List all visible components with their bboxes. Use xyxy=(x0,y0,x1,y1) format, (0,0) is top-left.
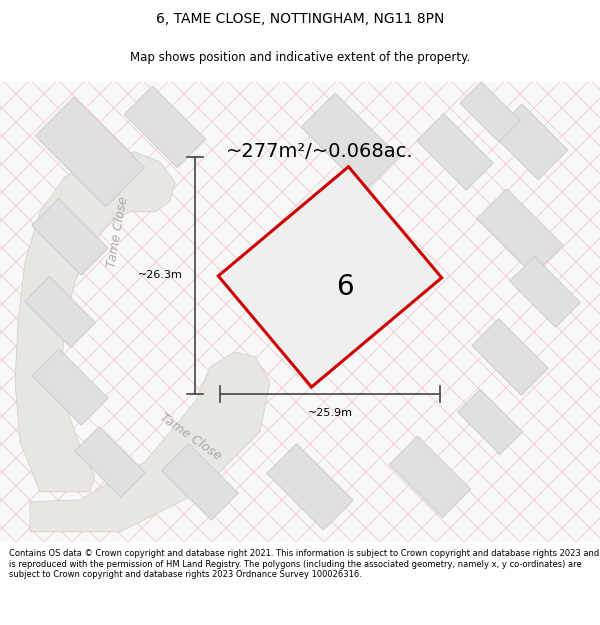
Polygon shape xyxy=(267,444,353,530)
Text: ~26.3m: ~26.3m xyxy=(138,271,183,281)
Polygon shape xyxy=(389,436,470,518)
Polygon shape xyxy=(218,167,442,387)
Polygon shape xyxy=(460,82,520,142)
Polygon shape xyxy=(301,93,399,191)
Polygon shape xyxy=(35,97,145,207)
Text: ~277m²/~0.068ac.: ~277m²/~0.068ac. xyxy=(226,142,414,161)
Text: Tame Close: Tame Close xyxy=(106,195,131,269)
Polygon shape xyxy=(477,189,563,275)
Text: Contains OS data © Crown copyright and database right 2021. This information is : Contains OS data © Crown copyright and d… xyxy=(9,549,599,579)
Text: Tame Close: Tame Close xyxy=(157,411,223,463)
Polygon shape xyxy=(15,152,175,492)
Polygon shape xyxy=(74,426,145,498)
Text: 6, TAME CLOSE, NOTTINGHAM, NG11 8PN: 6, TAME CLOSE, NOTTINGHAM, NG11 8PN xyxy=(156,12,444,26)
Polygon shape xyxy=(162,444,238,520)
Polygon shape xyxy=(509,256,580,328)
Text: 6: 6 xyxy=(336,273,354,301)
Polygon shape xyxy=(32,199,108,275)
Polygon shape xyxy=(457,389,523,454)
Polygon shape xyxy=(417,114,493,190)
Polygon shape xyxy=(492,104,568,180)
Polygon shape xyxy=(25,276,95,348)
Polygon shape xyxy=(472,319,548,395)
Text: ~25.9m: ~25.9m xyxy=(308,408,353,418)
Polygon shape xyxy=(124,86,206,168)
Polygon shape xyxy=(30,352,270,532)
Polygon shape xyxy=(32,349,108,425)
Text: Map shows position and indicative extent of the property.: Map shows position and indicative extent… xyxy=(130,51,470,64)
